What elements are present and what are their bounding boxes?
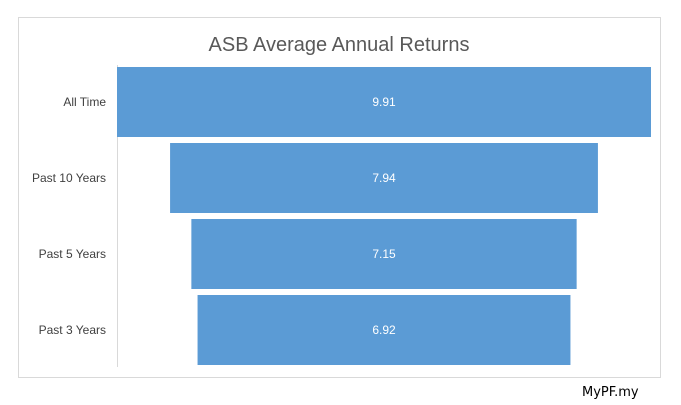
data-label: 6.92 [372, 323, 396, 337]
category-label: Past 3 Years [39, 323, 106, 337]
category-labels: All Time Past 10 Years Past 5 Years Past 3 … [32, 95, 106, 337]
funnel-bar [197, 295, 571, 365]
chart-title: ASB Average Annual Returns [209, 34, 470, 56]
data-labels: 9.91 7.94 7.15 6.92 [372, 95, 396, 337]
category-label: Past 10 Years [32, 171, 106, 185]
data-label: 7.15 [372, 247, 396, 261]
bars-layer [117, 67, 651, 365]
category-label: All Time [63, 95, 106, 109]
funnel-bar [170, 143, 598, 213]
watermark-text: MyPF.my [582, 385, 639, 400]
category-label: Past 5 Years [39, 247, 106, 261]
funnel-bar [117, 67, 651, 137]
data-label: 7.94 [372, 171, 396, 185]
funnel-bar [191, 219, 577, 289]
data-label: 9.91 [372, 95, 396, 109]
